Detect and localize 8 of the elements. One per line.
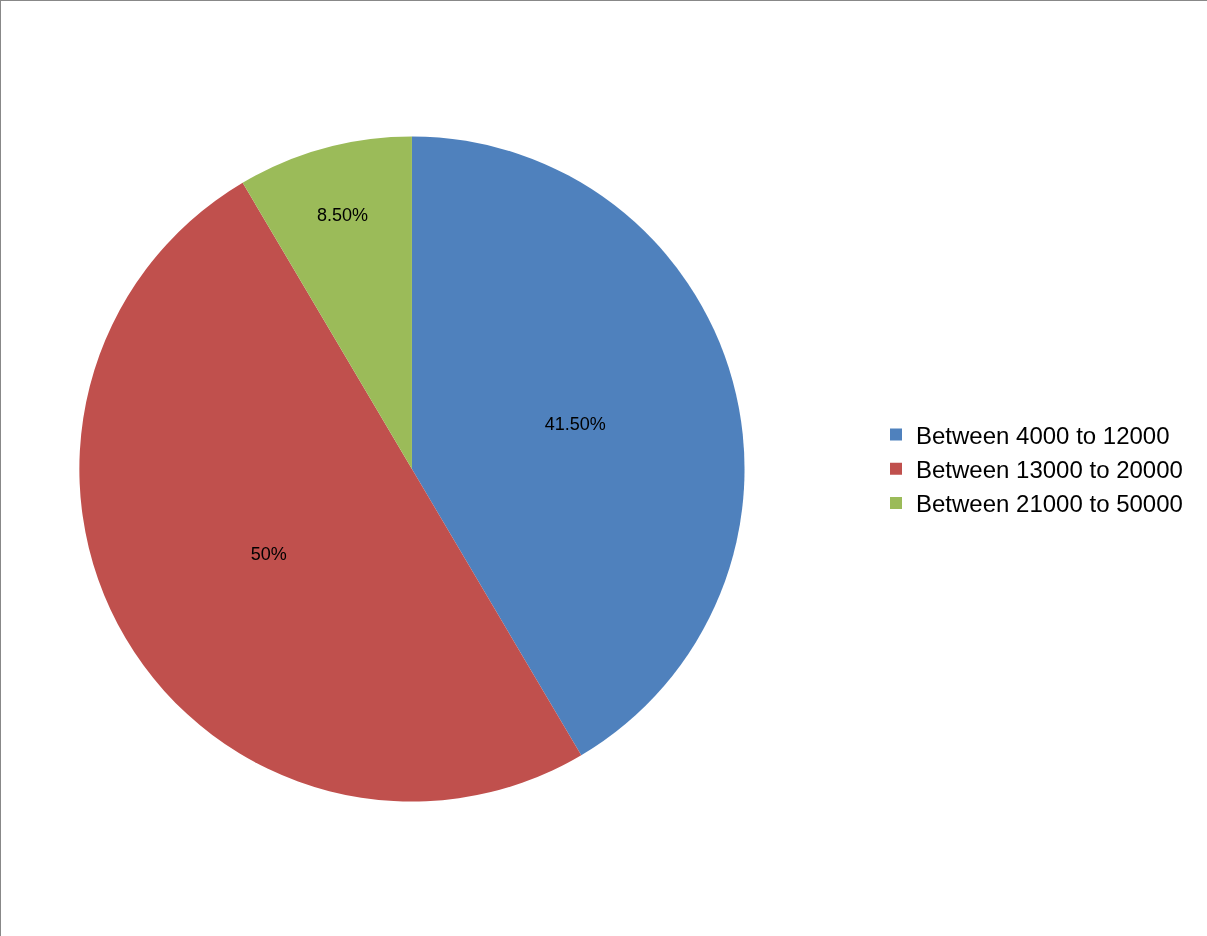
legend-label: Between 13000 to 20000 bbox=[916, 456, 1183, 484]
data-label: 41.50% bbox=[544, 414, 606, 435]
pie-slice bbox=[411, 136, 745, 756]
pie-slice bbox=[242, 136, 412, 469]
legend-label: Between 4000 to 12000 bbox=[916, 421, 1170, 449]
legend-label: Between 21000 to 50000 bbox=[916, 490, 1183, 518]
data-label: 8.50% bbox=[316, 205, 369, 226]
data-label: 50% bbox=[250, 543, 287, 564]
